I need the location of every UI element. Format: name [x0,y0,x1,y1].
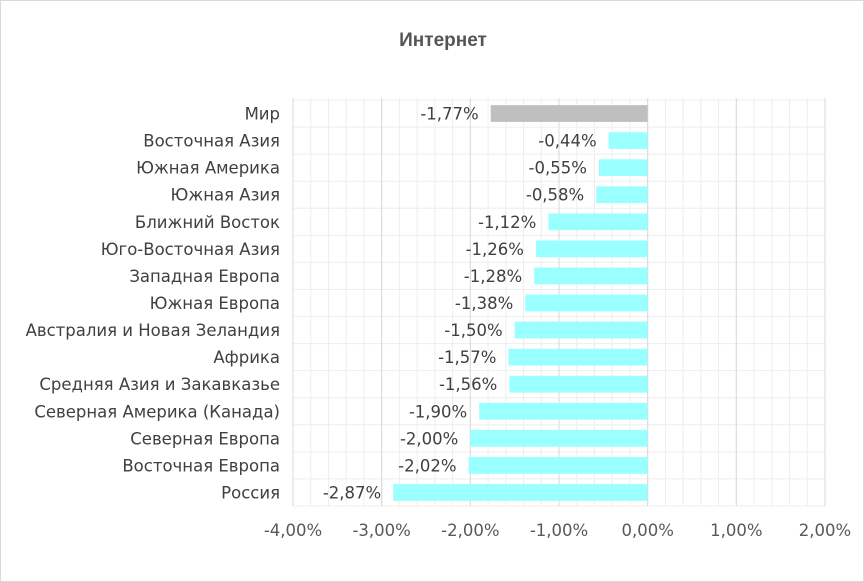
x-tick-label: -1,00% [530,521,588,540]
data-label: -0,44% [538,132,596,151]
chart-title: Интернет [399,30,487,51]
category-labels: Мир Восточная Азия Южная Америка Южная Азия… [26,105,280,503]
bar [608,132,648,149]
data-label: -0,58% [526,186,584,205]
bar [596,186,648,204]
data-label: -1,38% [455,294,513,313]
category-label: Северная Америка (Канада) [34,402,280,421]
category-label: Западная Европа [129,267,280,286]
bar [525,294,648,312]
data-label: -1,77% [420,105,478,124]
x-tick-label: -4,00% [264,521,322,540]
bar [548,213,648,231]
category-label: Северная Европа [130,429,280,448]
data-label: -1,57% [438,348,496,367]
category-label: Восточная Европа [122,456,280,475]
category-label: Южная Америка [136,159,280,178]
category-label: Ближний Восток [135,213,280,232]
category-label: Юго-Восточная Азия [101,240,280,259]
category-label: Южная Европа [150,294,280,313]
category-label: Южная Азия [171,186,280,205]
bar [509,375,648,393]
category-label: Средняя Азия и Закавказье [39,375,280,394]
category-label: Африка [213,348,280,367]
data-label: -1,28% [464,267,522,286]
bar [508,348,648,366]
data-label: -0,55% [529,159,587,178]
data-labels: -1,77% -0,44% -0,55% -0,58% -1,12% -1,26% -1,2… [323,105,597,503]
x-tick-label: -2,00% [441,521,499,540]
bar [490,105,648,122]
data-label: -1,56% [439,375,497,394]
data-label: -2,00% [400,429,458,448]
bar [470,429,648,447]
bar [535,240,648,258]
category-label: Австралия и Новая Зеландия [26,321,280,340]
bars [393,105,648,501]
x-axis-tick-labels: -4,00% -3,00% -2,00% -1,00% 0,00% 1,00% 2,00% [264,521,851,540]
bar [393,484,648,501]
x-tick-label: 0,00% [621,521,673,540]
bar [514,321,648,339]
data-label: -1,26% [466,240,524,259]
x-tick-label: 1,00% [710,521,762,540]
bar [468,457,648,474]
category-label: Восточная Азия [143,132,280,151]
x-tick-label: 2,00% [799,521,851,540]
data-label: -2,02% [398,456,456,475]
category-label: Россия [221,483,280,502]
x-tick-label: -3,00% [352,521,410,540]
data-label: -1,12% [478,213,536,232]
data-label: -2,87% [323,483,381,502]
data-label: -1,50% [444,321,502,340]
bar [534,267,648,285]
category-label: Мир [245,105,280,124]
data-label: -1,90% [409,402,467,421]
bar [598,159,648,177]
bar [479,402,648,420]
